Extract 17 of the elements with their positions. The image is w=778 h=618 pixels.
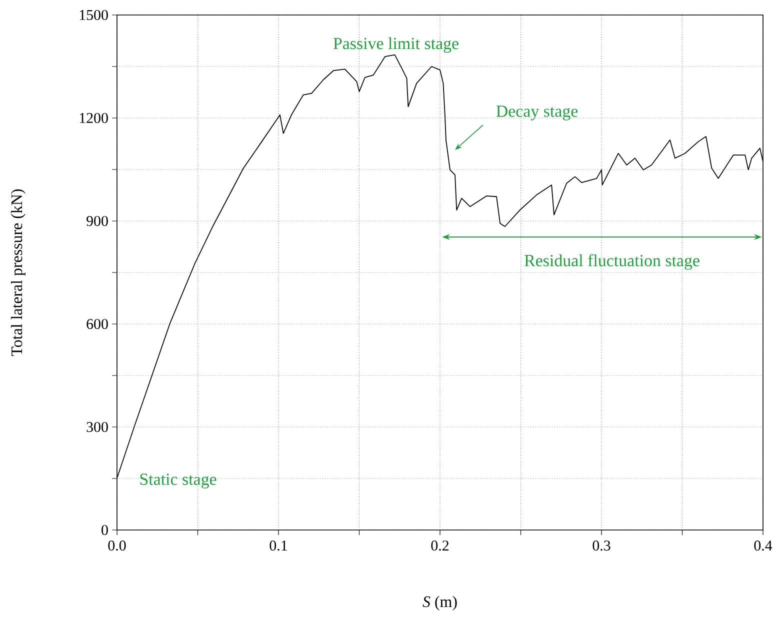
annotation: Static stage [140,474,216,488]
y-tick-label: 0 [102,524,108,536]
x-tick-label: 0.4 [754,540,772,551]
x-tick-label: 0.2 [431,540,449,551]
annotation: Passive limit stage [333,37,458,53]
y-tick-label: 1500 [80,10,108,20]
x-tick-label: 0.1 [270,540,287,551]
annotation: Residual fluctuation stage [524,254,700,270]
y-tick-label: 900 [86,216,108,226]
y-tick-label: 1200 [80,112,108,124]
annotation: Decay stage [496,106,578,120]
x-tick-label: 0.0 [108,540,126,551]
y-axis-title: Total lateral pressure (kN) [10,189,26,356]
x-axis-title: S (m) [422,596,457,610]
x-tick-label: 0.3 [592,540,610,551]
y-tick-label: 300 [86,422,108,432]
y-tick-label: 600 [86,318,108,330]
